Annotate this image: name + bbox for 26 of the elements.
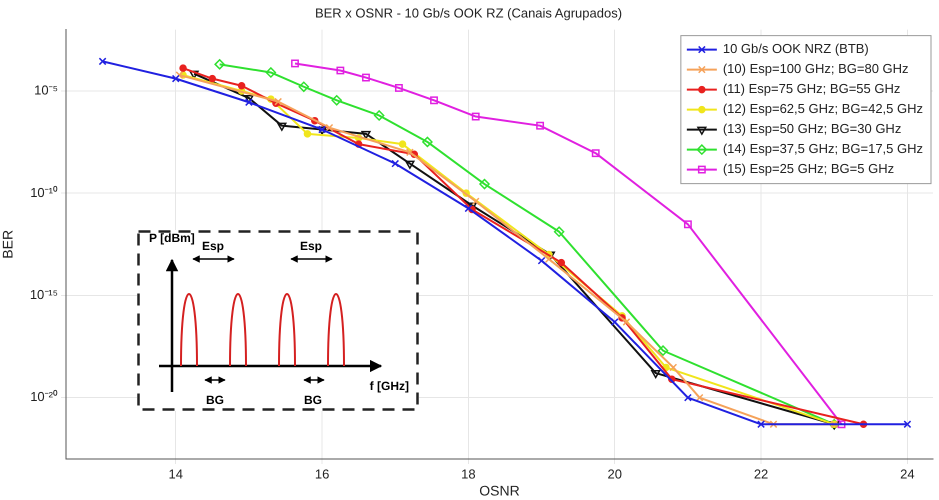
legend-label: (12) Esp=62,5 GHz; BG=42,5 GHz bbox=[722, 101, 924, 116]
y-axis-title: BER bbox=[0, 230, 16, 259]
x-tick-label: 24 bbox=[900, 466, 915, 482]
legend-label: (13) Esp=50 GHz; BG=30 GHz bbox=[722, 121, 902, 136]
y-tick-label: 10⁻¹⁰ bbox=[30, 184, 58, 200]
legend-label: (11) Esp=75 GHz; BG=55 GHz bbox=[722, 81, 900, 96]
annotation: BG bbox=[304, 393, 322, 407]
x-tick-label: 14 bbox=[168, 466, 183, 482]
chart-title: BER x OSNR - 10 Gb/s OOK RZ (Canais Agrupados) bbox=[314, 5, 622, 20]
y-tick-label: 10⁻²⁰ bbox=[30, 389, 58, 404]
x-tick-label: 18 bbox=[461, 466, 476, 482]
legend-label: (10) Esp=100 GHz; BG=80 GHz bbox=[722, 61, 909, 76]
legend-label: (14) Esp=37,5 GHz; BG=17,5 GHz bbox=[722, 141, 924, 156]
annotation: Esp bbox=[300, 239, 322, 253]
annotation: P [dBm] bbox=[149, 231, 195, 245]
legend-label: 10 Gb/s OOK NRZ (BTB) bbox=[722, 41, 869, 56]
annotation: f [GHz] bbox=[370, 379, 409, 393]
x-tick-label: 16 bbox=[314, 466, 330, 482]
annotation: Esp bbox=[202, 239, 224, 253]
y-tick-label: 10⁻¹⁵ bbox=[30, 286, 58, 302]
x-tick-label: 22 bbox=[754, 466, 768, 482]
annotation: BG bbox=[206, 393, 224, 407]
x-tick-label: 20 bbox=[608, 466, 622, 482]
x-axis-title: OSNR bbox=[479, 482, 520, 498]
legend-label: (15) Esp=25 GHz; BG=5 GHz bbox=[722, 161, 894, 176]
y-tick-label: 10⁻⁵ bbox=[34, 82, 58, 98]
